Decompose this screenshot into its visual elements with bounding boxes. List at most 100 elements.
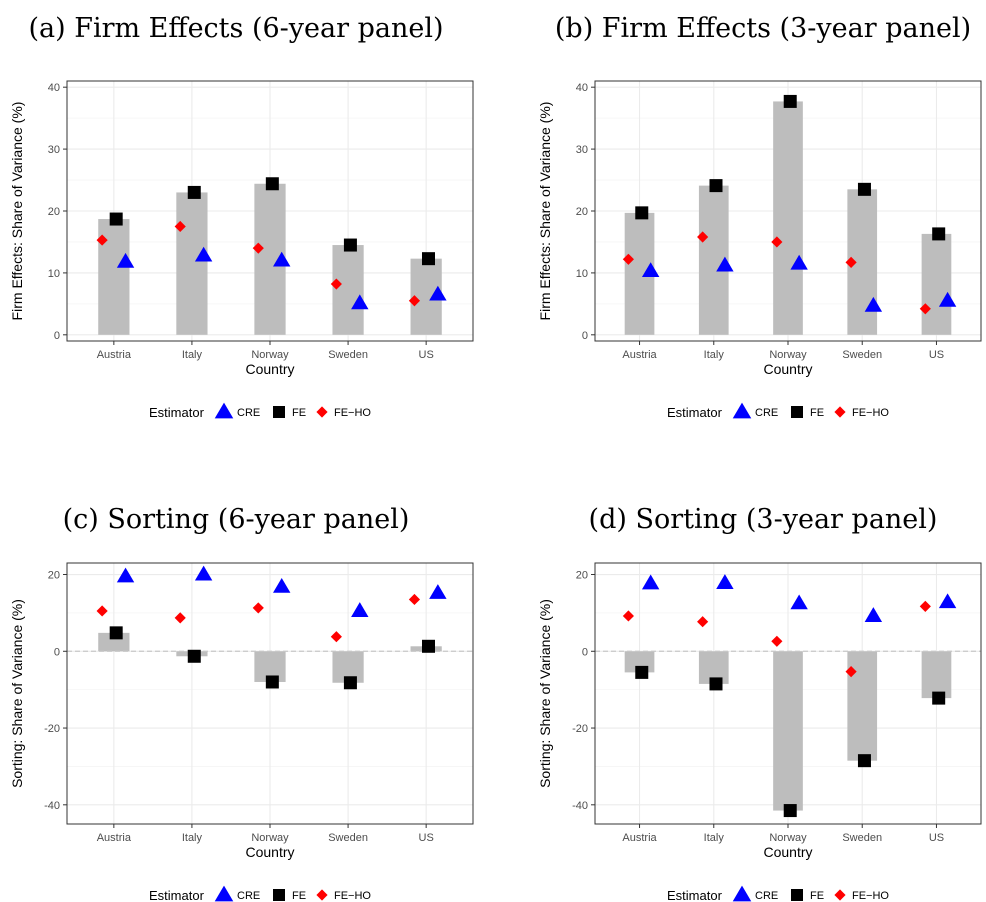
point-cre-italy — [716, 574, 734, 589]
panel-c-ytick: 0 — [54, 646, 60, 658]
panel-d-ytick: 0 — [582, 646, 588, 658]
panel-a-title: (a) Firm Effects (6-year panel) — [28, 13, 443, 44]
point-cre-us — [938, 291, 957, 307]
panel-a-ytick: 40 — [48, 82, 60, 94]
panel-d-xlabel: Country — [763, 844, 812, 860]
panel-a-xtick: Austria — [97, 349, 132, 361]
point-fe-ho-us — [408, 593, 421, 606]
legend-key-fe-ho — [834, 406, 846, 418]
legend-label-cre: CRE — [755, 407, 778, 419]
panel-b-title: (b) Firm Effects (3-year panel) — [555, 13, 971, 44]
point-fe-ho-austria — [622, 610, 634, 622]
panel-b-legend: Estimator CRE FE FE−HO — [667, 402, 889, 420]
panel-c: (c) Sorting (6-year panel) -40 -20 0 20 … — [9, 504, 474, 902]
point-fe-austria — [635, 206, 649, 220]
panel-b-xlabel: Country — [763, 361, 812, 377]
panel-b-plot — [591, 80, 982, 345]
legend-label-fe: FE — [810, 407, 824, 419]
point-cre-sweden — [351, 294, 369, 310]
point-fe-sweden — [343, 676, 357, 690]
panel-c-title: (c) Sorting (6-year panel) — [63, 504, 410, 535]
bar-norway — [773, 651, 803, 811]
panel-c-xtick: Italy — [182, 832, 203, 844]
point-fe-sweden — [343, 238, 357, 252]
panel-d-xtick: Sweden — [842, 832, 882, 844]
point-cre-sweden — [864, 296, 883, 312]
legend-key-fe-ho — [316, 889, 328, 901]
legend-key-cre — [214, 885, 234, 902]
panel-d-plot — [591, 562, 982, 828]
legend-key-fe-ho — [834, 889, 846, 901]
panel-b-xtick: Sweden — [842, 349, 882, 361]
point-fe-us — [932, 691, 946, 705]
point-fe-ho-norway — [771, 635, 783, 647]
point-fe-italy — [709, 677, 723, 691]
point-fe-italy — [709, 179, 723, 193]
legend-label-cre: CRE — [755, 890, 778, 902]
point-fe-italy — [187, 649, 201, 663]
point-fe-us — [421, 639, 435, 653]
panel-b-xtick: Norway — [769, 349, 807, 361]
panel-b-xtick: Italy — [704, 349, 725, 361]
panel-d-ylabel: Sorting: Share of Variance (%) — [537, 599, 553, 788]
point-fe-ho-us — [919, 600, 931, 612]
point-cre-sweden — [864, 607, 883, 622]
panel-c-xtick: Norway — [251, 832, 289, 844]
panel-a-xtick: Norway — [251, 349, 289, 361]
legend-title: Estimator — [667, 405, 723, 420]
legend-key-cre — [214, 402, 234, 419]
panel-a-ytick: 20 — [48, 206, 60, 218]
legend-key-fe — [791, 889, 803, 901]
panel-c-ylabel: Sorting: Share of Variance (%) — [9, 599, 25, 788]
point-fe-us — [932, 227, 946, 241]
point-fe-ho-sweden — [330, 631, 342, 643]
point-cre-sweden — [351, 602, 369, 617]
point-cre-norway — [790, 254, 808, 270]
panel-b-ytick: 30 — [576, 144, 588, 156]
panel-d-ytick: 20 — [576, 570, 588, 582]
panel-a-ytick: 30 — [48, 144, 60, 156]
legend-key-fe-ho — [316, 406, 328, 418]
legend-label-fe: FE — [810, 890, 824, 902]
bar-sweden — [332, 245, 364, 335]
point-fe-ho-austria — [96, 234, 108, 246]
legend-label-cre: CRE — [237, 407, 260, 419]
point-fe-ho-italy — [174, 612, 186, 624]
legend-label-fe-ho: FE−HO — [334, 890, 371, 902]
point-fe-ho-us — [408, 295, 421, 307]
panel-d-xtick: Italy — [704, 832, 725, 844]
panel-a: (a) Firm Effects (6-year panel) 0 10 20 … — [9, 13, 474, 420]
point-fe-us — [421, 252, 435, 266]
point-fe-norway — [265, 675, 279, 689]
legend-label-fe: FE — [292, 407, 306, 419]
point-cre-italy — [716, 256, 734, 272]
point-fe-austria — [109, 212, 123, 226]
point-cre-norway — [273, 251, 291, 267]
panel-c-ytick: -40 — [44, 800, 60, 812]
panel-d: (d) Sorting (3-year panel) -40 -20 0 20 … — [537, 504, 982, 902]
point-fe-ho-norway — [252, 242, 264, 254]
panel-d-xtick: Norway — [769, 832, 807, 844]
point-fe-ho-norway — [771, 236, 783, 248]
panel-b: (b) Firm Effects (3-year panel) 0 10 20 … — [537, 13, 982, 420]
point-cre-italy — [194, 246, 213, 262]
panel-c-plot — [63, 562, 474, 828]
panel-d-xtick: US — [929, 832, 944, 844]
panel-c-xlabel: Country — [245, 844, 294, 860]
point-cre-italy — [194, 565, 213, 581]
point-cre-us — [938, 593, 957, 609]
legend-key-fe — [273, 889, 285, 901]
legend-title: Estimator — [667, 888, 723, 902]
point-fe-norway — [783, 804, 797, 818]
legend-title: Estimator — [149, 405, 205, 420]
point-fe-ho-italy — [697, 231, 709, 243]
point-cre-norway — [273, 577, 291, 593]
panel-b-ylabel: Firm Effects: Share of Variance (%) — [537, 102, 553, 321]
panel-a-xtick: Sweden — [328, 349, 368, 361]
panel-c-ytick: -20 — [44, 723, 60, 735]
point-fe-ho-norway — [252, 602, 264, 614]
point-fe-ho-sweden — [330, 278, 342, 290]
legend-label-cre: CRE — [237, 890, 260, 902]
point-fe-ho-sweden — [845, 256, 857, 268]
